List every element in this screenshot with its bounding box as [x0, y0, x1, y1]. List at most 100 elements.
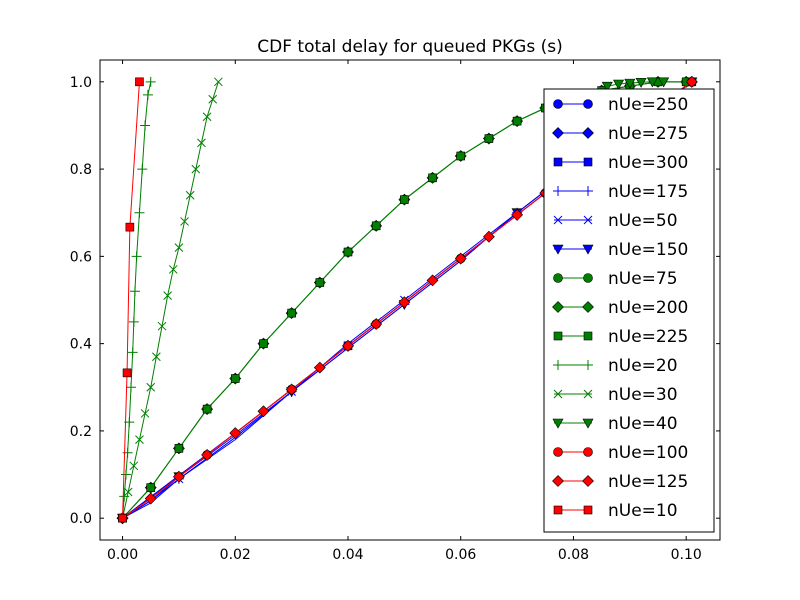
data-point	[118, 513, 127, 523]
legend-marker	[553, 215, 563, 225]
legend-label: nUe=200	[608, 298, 688, 318]
data-point	[624, 78, 636, 89]
data-point	[426, 274, 439, 287]
legend-item: nUe=40	[552, 414, 678, 434]
data-point	[635, 77, 647, 88]
x-tick-label: 0.08	[558, 547, 589, 563]
legend-item: nUe=50	[553, 211, 678, 231]
data-point	[129, 461, 139, 471]
legend-label: nUe=30	[608, 385, 678, 405]
x-tick-label: 0.04	[332, 547, 363, 563]
legend-marker	[552, 418, 564, 429]
data-point	[191, 164, 201, 174]
data-point	[185, 190, 195, 200]
legend-label: nUe=150	[608, 240, 688, 260]
data-point	[613, 79, 625, 90]
data-point	[140, 409, 150, 418]
data-point	[230, 374, 240, 383]
legend-marker	[582, 418, 594, 429]
data-point	[685, 75, 698, 88]
legend-item: nUe=100	[553, 443, 688, 463]
legend-item: nUe=250	[553, 95, 688, 115]
data-point	[127, 347, 138, 358]
data-point	[129, 286, 140, 297]
data-point	[128, 316, 139, 327]
data-point	[180, 217, 189, 226]
legend-marker	[583, 99, 593, 109]
data-point	[646, 77, 658, 88]
legend-marker	[553, 331, 563, 341]
data-point	[125, 222, 135, 232]
data-point	[145, 76, 156, 87]
legend-marker	[582, 475, 594, 487]
legend-marker	[553, 186, 563, 196]
data-point	[287, 308, 296, 318]
legend-label: nUe=225	[608, 327, 688, 347]
legend-label: nUe=125	[608, 472, 688, 492]
legend-marker	[583, 273, 593, 283]
legend-marker	[583, 215, 593, 225]
legend-item: nUe=300	[553, 153, 688, 173]
data-point	[174, 444, 184, 453]
data-point	[257, 405, 270, 418]
legend-item: nUe=30	[553, 385, 678, 405]
data-point	[342, 339, 354, 352]
legend-item: nUe=75	[553, 269, 678, 289]
legend-marker	[552, 475, 564, 487]
tick-layer: 0.00 0.02 0.04 0.06 0.08 0.10 0.0 0.2 0.4 0.6 0.8 1…	[70, 60, 720, 563]
data-point	[122, 368, 132, 378]
legend-label: nUe=275	[608, 124, 688, 144]
data-point	[454, 252, 467, 265]
legend-label: nUe=40	[608, 414, 678, 434]
chart-title: CDF total delay for queued PKGs (s)	[257, 37, 562, 57]
legend-label: nUe=300	[608, 153, 688, 173]
data-point	[259, 339, 268, 348]
data-point	[137, 164, 148, 175]
legend-item: nUe=200	[552, 298, 688, 318]
data-point	[120, 469, 131, 480]
data-point	[601, 81, 613, 92]
data-point	[202, 404, 212, 414]
data-point	[152, 352, 161, 362]
legend-marker	[552, 127, 564, 139]
y-tick-label: 1.0	[70, 75, 92, 91]
plot-frame	[99, 59, 721, 541]
legend-marker	[553, 447, 563, 457]
data-point	[146, 382, 156, 392]
legend-item: nUe=10	[553, 501, 678, 521]
legend: nUe=250 nUe=275 nUe=300 nUe=175 nUe=50 nUe=15…	[543, 88, 715, 533]
data-point	[202, 112, 212, 122]
legend-label: nUe=250	[608, 95, 688, 115]
data-point	[400, 195, 409, 204]
legend-marker	[583, 331, 593, 341]
legend-marker	[583, 389, 593, 399]
data-point	[511, 208, 524, 221]
data-point	[456, 151, 466, 161]
y-tick-label: 0.6	[70, 249, 92, 265]
x-tick-label: 0.02	[220, 547, 251, 563]
series-nUe=40	[601, 77, 670, 92]
data-point	[168, 265, 178, 274]
series-nUe=10	[118, 77, 144, 523]
data-point	[131, 251, 142, 262]
legend-marker	[553, 157, 563, 167]
data-point	[135, 435, 144, 444]
data-point	[172, 470, 185, 483]
data-point	[197, 138, 206, 148]
data-point	[174, 243, 184, 252]
data-point	[285, 383, 298, 396]
legend-marker	[553, 360, 563, 370]
legend-marker	[583, 157, 593, 167]
data-point	[214, 77, 223, 87]
y-tick-label: 0.4	[70, 337, 92, 353]
legend-marker	[583, 186, 593, 196]
data-point	[135, 77, 144, 87]
y-tick-label: 0.0	[70, 511, 92, 527]
data-point	[126, 382, 136, 393]
legend-label: nUe=100	[608, 443, 688, 463]
legend-marker	[553, 505, 563, 515]
data-point	[398, 296, 411, 309]
series-line	[122, 81, 140, 519]
x-tick-label: 0.06	[445, 547, 476, 563]
